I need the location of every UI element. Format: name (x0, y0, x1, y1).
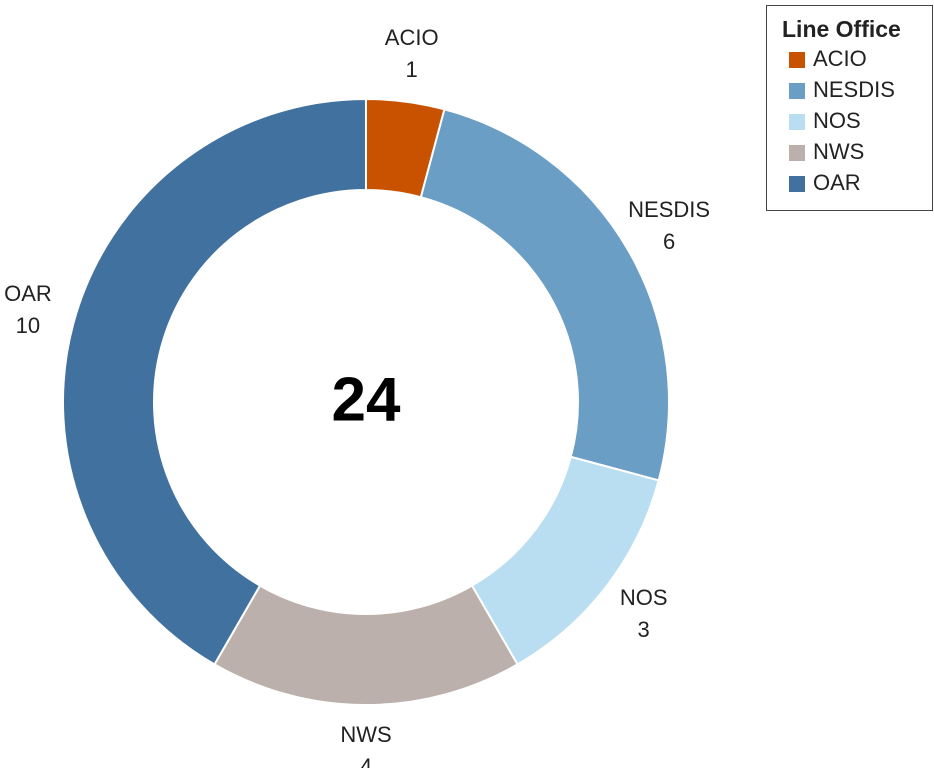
slice-value: 4 (360, 754, 372, 768)
slice-value: 1 (406, 57, 418, 82)
legend-label: NESDIS (813, 77, 895, 102)
slice-label: ACIO (385, 25, 439, 50)
legend-label: ACIO (813, 46, 867, 71)
legend-label: OAR (813, 170, 861, 195)
slice (213, 584, 519, 707)
legend-swatch (789, 114, 805, 130)
legend-label: NOS (813, 108, 861, 133)
slice-value: 3 (638, 617, 650, 642)
center-total: 24 (332, 365, 401, 434)
legend-swatch (789, 176, 805, 192)
legend-swatch (789, 145, 805, 161)
slice-value: 10 (16, 313, 40, 338)
slice (61, 97, 367, 666)
legend-swatch (789, 52, 805, 68)
slice-label: NESDIS (628, 197, 710, 222)
slice-value: 6 (663, 229, 675, 254)
slice-label: NWS (340, 722, 391, 747)
legend-label: NWS (813, 139, 864, 164)
slice-label: OAR (4, 281, 52, 306)
legend-swatch (789, 83, 805, 99)
slice-label: NOS (620, 585, 668, 610)
slice (419, 108, 670, 482)
legend-title: Line Office (782, 16, 901, 42)
